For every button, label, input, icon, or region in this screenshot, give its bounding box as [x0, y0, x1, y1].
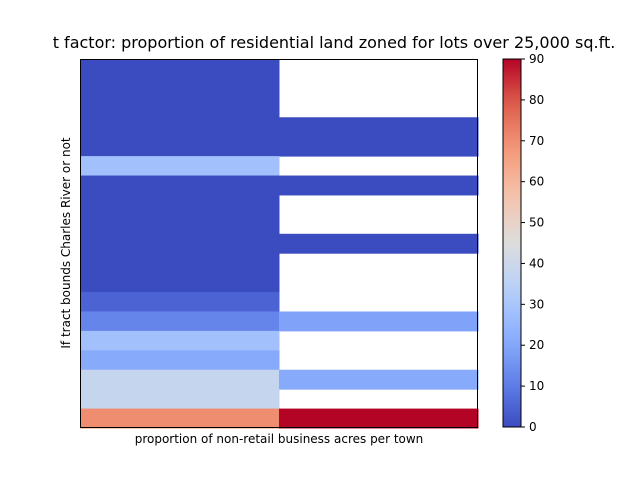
heatmap-cell [80, 194, 280, 215]
heatmap-cell [279, 233, 479, 254]
heatmap-cell [80, 369, 280, 390]
colorbar-tick-label: 40 [529, 256, 544, 270]
heatmap-cell [80, 408, 280, 429]
colorbar [502, 58, 522, 428]
plot-frame [80, 59, 478, 428]
colorbar-tick-label: 20 [529, 338, 544, 352]
heatmap-cell [279, 311, 479, 332]
colorbar-tick-label: 0 [529, 420, 537, 434]
chart-title: t factor: proportion of residential land… [52, 33, 616, 52]
heatmap-cell [80, 136, 280, 157]
colorbar-tick-label: 60 [529, 175, 544, 189]
colorbar-tick-label: 70 [529, 134, 544, 148]
y-axis-label: If tract bounds Charles River or not [59, 137, 73, 349]
colorbar-tick-label: 90 [529, 52, 544, 66]
heatmap-cell [80, 233, 280, 254]
heatmap-cell [80, 214, 280, 235]
heatmap-cell [80, 117, 280, 138]
heatmap-cell [80, 292, 280, 312]
heatmap-cell [80, 78, 280, 99]
heatmap-cell [80, 97, 280, 118]
heatmap-cell [80, 175, 280, 196]
heatmap-cell [279, 408, 479, 429]
heatmap-cell [279, 117, 479, 138]
heatmap-cell [279, 136, 479, 157]
colorbar-tick-label: 50 [529, 216, 544, 230]
heatmap-cell [80, 389, 280, 410]
heatmap-cell [80, 272, 280, 293]
colorbar-tick-label: 80 [529, 93, 544, 107]
colorbar-tick-label: 30 [529, 297, 544, 311]
heatmap-cell [80, 330, 280, 351]
heatmap-cell [80, 253, 280, 274]
heatmap-cell [279, 369, 479, 390]
colorbar-ticks: 0 10 20 30 40 50 60 70 80 90 [521, 52, 544, 434]
heatmap-cell [80, 350, 280, 371]
x-axis-label: proportion of non-retail business acres … [134, 432, 424, 446]
heatmap-cells [80, 59, 479, 429]
heatmap-cell [80, 311, 280, 332]
heatmap-cell [279, 175, 479, 196]
heatmap-cell [80, 156, 280, 177]
colorbar-tick-label: 10 [529, 379, 544, 393]
heatmap-cell [80, 59, 280, 79]
